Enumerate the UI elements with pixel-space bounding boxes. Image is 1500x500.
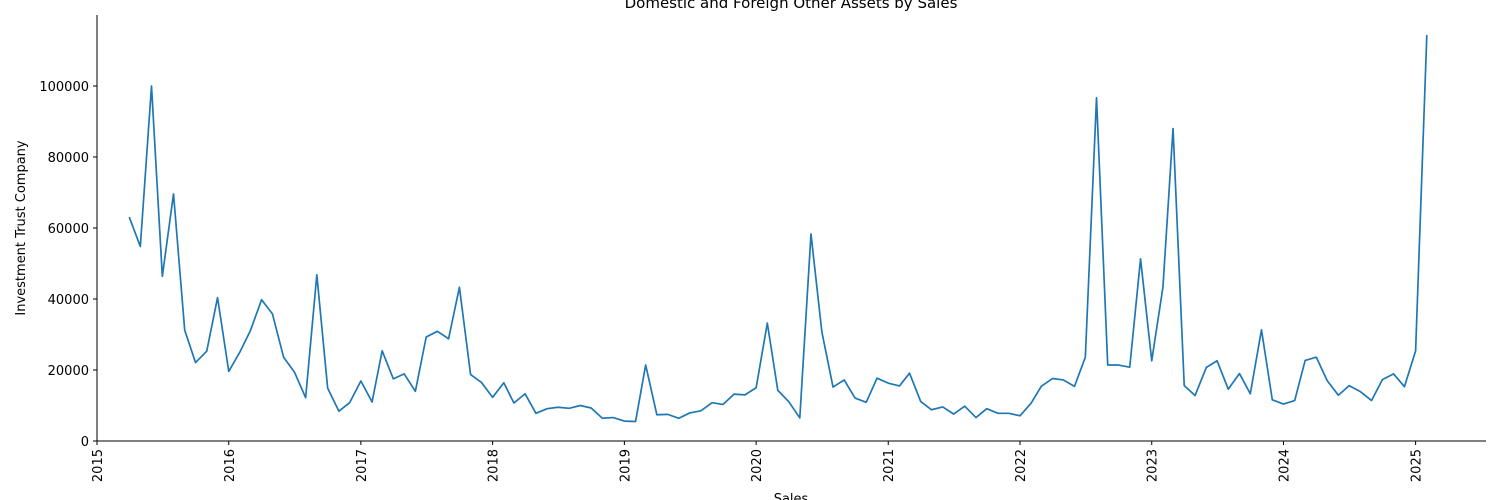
- chart-title: Domestic and Foreign Other Assets by Sal…: [625, 0, 958, 12]
- x-tick-label: 2023: [1146, 449, 1161, 482]
- x-axis-ticks: 2015 2016 2017 2018 2019 2020 2021 2022 2023 2024…: [91, 441, 1425, 482]
- y-tick-label: 0: [81, 435, 89, 450]
- x-tick-label: 2019: [618, 449, 633, 482]
- y-axis-title: Investment Trust Company: [14, 140, 29, 316]
- series-group: [128, 34, 1428, 423]
- y-tick-label: 100000: [39, 80, 89, 95]
- x-tick-label: 2016: [223, 449, 238, 482]
- series-line-1: [128, 34, 1428, 423]
- x-tick-label: 2018: [487, 449, 502, 482]
- x-axis-title: Sales: [774, 492, 809, 500]
- x-tick-label: 2024: [1277, 449, 1292, 482]
- x-tick-label: 2020: [750, 449, 765, 482]
- x-tick-label: 2015: [91, 449, 106, 482]
- y-tick-label: 20000: [48, 364, 89, 379]
- y-axis-ticks: 0 20000 40000 60000 80000 100000: [39, 80, 97, 450]
- plot-area: 0 20000 40000 60000 80000 100000 2015 2016 2017…: [39, 15, 1486, 482]
- x-tick-label: 2022: [1014, 449, 1029, 482]
- x-tick-label: 2021: [882, 449, 897, 482]
- y-tick-label: 60000: [48, 222, 89, 237]
- y-tick-label: 80000: [48, 151, 89, 166]
- y-tick-label: 40000: [48, 293, 89, 308]
- x-tick-label: 2025: [1410, 449, 1425, 482]
- x-tick-label: 2017: [355, 449, 370, 482]
